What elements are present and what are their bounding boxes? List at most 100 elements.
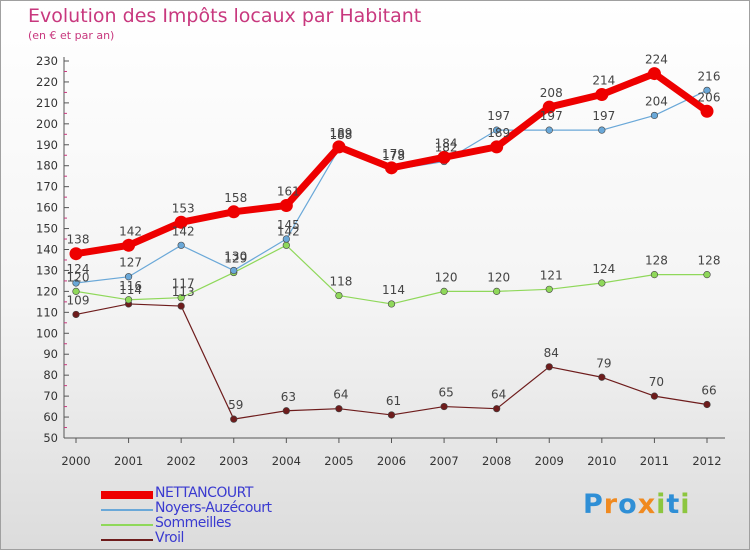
x-tick-label: 2008	[482, 454, 511, 468]
data-label-vroil: 66	[701, 383, 716, 397]
data-label-sommeilles: 114	[382, 283, 405, 297]
data-label-nettancourt: 206	[698, 90, 721, 104]
data-point-noyers-auz-court	[493, 126, 501, 134]
data-point-noyers-auz-court	[650, 111, 659, 120]
y-tick-label: 220	[36, 75, 58, 89]
data-point-noyers-auz-court	[72, 279, 80, 287]
data-point-nettancourt	[332, 140, 346, 154]
data-label-vroil: 64	[333, 388, 348, 402]
y-tick-label: 190	[36, 138, 58, 152]
data-label-sommeilles: 120	[67, 270, 90, 284]
data-label-vroil: 70	[649, 375, 664, 389]
data-label-noyers-auz-court: 182	[435, 141, 458, 155]
data-label-nettancourt: 142	[119, 224, 142, 238]
data-label-sommeilles: 124	[592, 262, 615, 276]
data-point-noyers-auz-court	[598, 126, 606, 134]
data-point-noyers-auz-court	[177, 241, 185, 249]
data-label-vroil: 113	[172, 285, 195, 299]
x-tick-label: 2009	[535, 454, 564, 468]
data-point-sommeilles	[335, 291, 343, 300]
data-label-noyers-auz-court: 197	[540, 109, 563, 123]
data-label-noyers-auz-court: 130	[224, 249, 247, 263]
data-point-vroil	[72, 310, 80, 319]
x-axis: 2000 2001 2002 2003 2004 2005 2006 2007 2008 2009…	[61, 437, 725, 468]
data-point-nettancourt	[490, 140, 504, 154]
data-point-noyers-auz-court	[545, 126, 553, 134]
y-tick-label: 60	[43, 410, 58, 424]
data-point-noyers-auz-court	[703, 86, 711, 94]
data-point-nettancourt	[174, 215, 188, 229]
data-label-nettancourt: 189	[329, 126, 352, 140]
data-label-nettancourt: 179	[382, 147, 405, 161]
y-tick-label: 230	[36, 54, 58, 68]
data-point-noyers-auz-court	[124, 273, 133, 281]
data-point-vroil	[335, 405, 343, 413]
x-tick-label: 2005	[324, 454, 353, 468]
data-label-vroil: 63	[281, 390, 296, 404]
data-point-noyers-auz-court	[282, 235, 290, 243]
x-tick-label: 2002	[167, 454, 196, 468]
y-tick-label: 140	[36, 243, 58, 257]
x-tick-label: 2010	[587, 454, 616, 468]
x-tick-label: 2001	[114, 454, 143, 468]
data-point-sommeilles	[440, 287, 448, 295]
y-tick-label: 80	[43, 368, 58, 382]
data-point-sommeilles	[124, 296, 133, 304]
data-point-sommeilles	[72, 287, 80, 295]
data-label-nettancourt: 153	[172, 201, 195, 215]
data-point-nettancourt	[647, 67, 661, 81]
y-tick-label: 200	[36, 117, 58, 131]
y-tick-label: 180	[36, 159, 58, 173]
chart-title: Evolution des Impôts locaux par Habitant	[28, 5, 422, 27]
y-tick-label: 150	[36, 222, 58, 236]
data-label-vroil: 61	[386, 394, 401, 408]
legend-swatch	[101, 491, 153, 499]
x-tick-label: 2007	[429, 454, 458, 468]
data-point-vroil	[282, 407, 290, 415]
data-point-nettancourt	[122, 238, 136, 252]
logo-letter: t	[666, 489, 681, 520]
data-label-sommeilles: 142	[277, 224, 300, 238]
data-point-vroil	[545, 363, 553, 371]
data-point-vroil	[440, 402, 448, 411]
data-label-sommeilles: 120	[487, 270, 510, 284]
data-point-sommeilles	[545, 285, 553, 293]
legend-label: Sommeilles	[155, 515, 231, 531]
series-lines	[69, 67, 714, 423]
data-label-sommeilles: 128	[645, 254, 668, 268]
data-point-sommeilles	[650, 271, 659, 279]
x-tick-label: 2011	[640, 454, 669, 468]
data-label-vroil: 109	[67, 293, 90, 307]
data-label-nettancourt: 224	[645, 53, 668, 67]
legend-swatch	[101, 539, 153, 541]
data-point-nettancourt	[542, 100, 556, 114]
data-label-vroil: 79	[596, 356, 611, 370]
data-point-nettancourt	[279, 199, 293, 213]
data-point-nettancourt	[69, 247, 83, 261]
data-label-nettancourt: 138	[67, 233, 90, 247]
logo-letter: r	[603, 489, 619, 520]
x-tick-label: 2000	[61, 454, 90, 468]
data-label-noyers-auz-court: 204	[645, 94, 668, 108]
y-tick-label: 70	[43, 389, 58, 403]
data-label-sommeilles: 129	[224, 252, 247, 266]
y-tick-label: 170	[36, 180, 58, 194]
data-point-nettancourt	[595, 88, 609, 102]
data-label-nettancourt: 189	[487, 126, 510, 140]
data-label-sommeilles: 117	[172, 277, 195, 291]
legend-swatch	[101, 509, 153, 511]
data-point-sommeilles	[177, 294, 185, 302]
data-label-vroil: 84	[544, 346, 559, 360]
data-label-sommeilles: 128	[698, 254, 721, 268]
legend-label: Noyers-Auzécourt	[155, 500, 272, 516]
logo-letter: i	[680, 489, 691, 520]
data-point-sommeilles	[282, 241, 290, 249]
data-point-sommeilles	[387, 300, 396, 308]
proxiti-logo: Proxiti	[583, 489, 691, 520]
logo-letter: i	[656, 489, 667, 520]
data-point-vroil	[493, 405, 501, 413]
x-tick-label: 2006	[377, 454, 406, 468]
y-tick-label: 50	[43, 431, 58, 445]
legend-label: Vroil	[155, 530, 184, 546]
